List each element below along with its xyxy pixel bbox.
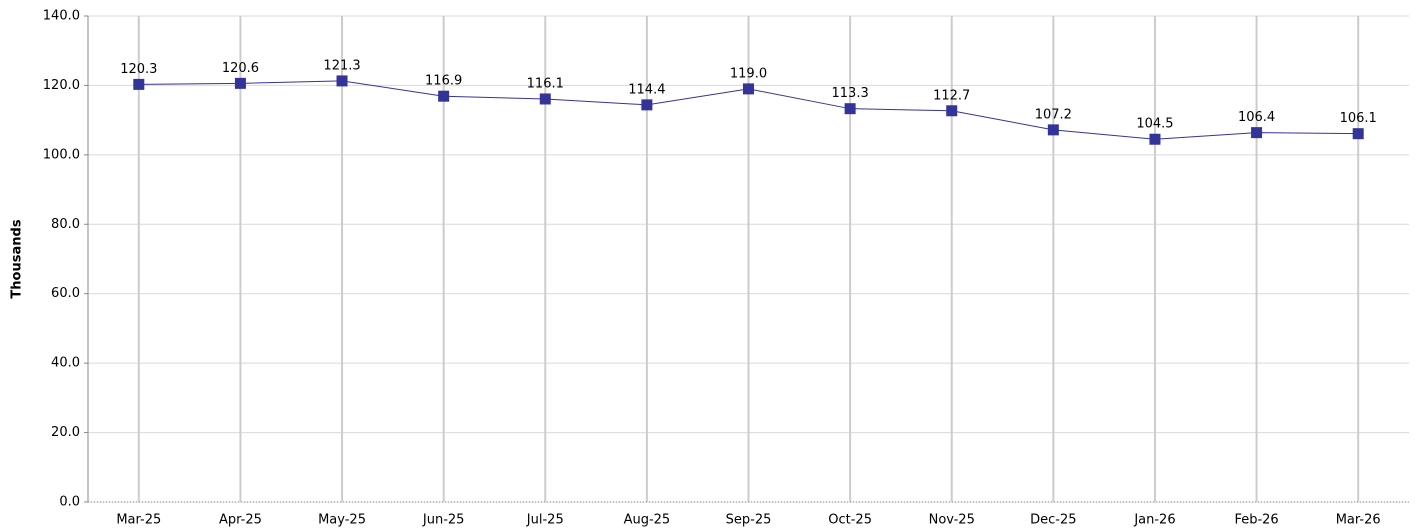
- y-tick-label: 140.0: [43, 9, 80, 24]
- data-label: 120.6: [222, 61, 259, 76]
- y-axis-label: Thousands: [10, 219, 25, 298]
- x-tick-label: May-25: [318, 513, 366, 528]
- x-tick-label: Sep-25: [726, 513, 772, 528]
- x-tick-label: Mar-25: [116, 513, 161, 528]
- point-marker: [133, 78, 145, 90]
- point-marker: [946, 105, 958, 117]
- point-marker: [336, 75, 348, 87]
- x-tick-label: Jun-25: [422, 513, 465, 528]
- point-marker: [844, 103, 856, 115]
- y-tick-label: 60.0: [51, 286, 80, 301]
- point-marker: [1352, 128, 1364, 140]
- data-label: 116.1: [527, 76, 564, 91]
- data-label: 104.5: [1136, 117, 1173, 132]
- y-tick-label: 0.0: [59, 495, 80, 510]
- point-marker: [1047, 124, 1059, 136]
- point-marker: [641, 99, 653, 111]
- data-label: 106.1: [1340, 111, 1377, 126]
- data-label: 106.4: [1238, 110, 1275, 125]
- x-tick-label: Jul-25: [526, 513, 564, 528]
- data-label: 121.3: [323, 58, 360, 73]
- data-label: 116.9: [425, 74, 462, 89]
- data-label: 120.3: [120, 62, 157, 77]
- x-tick-label: Aug-25: [624, 513, 671, 528]
- point-marker: [1251, 127, 1263, 139]
- point-marker: [438, 90, 450, 102]
- point-marker: [1149, 133, 1161, 145]
- y-tick-label: 40.0: [51, 356, 80, 371]
- x-tick-label: Feb-26: [1234, 513, 1278, 528]
- data-label: 119.0: [730, 66, 767, 81]
- x-tick-label: Jan-26: [1133, 513, 1175, 528]
- point-marker: [743, 83, 754, 95]
- x-tick-label: Mar-26: [1336, 513, 1381, 528]
- point-marker: [539, 93, 551, 105]
- x-tick-label: Apr-25: [219, 513, 262, 528]
- y-tick-label: 20.0: [51, 425, 80, 440]
- y-tick-label: 80.0: [51, 217, 80, 232]
- data-label: 107.2: [1035, 107, 1072, 122]
- x-tick-label: Oct-25: [828, 513, 872, 528]
- point-marker: [234, 77, 246, 89]
- data-label: 114.4: [628, 82, 665, 97]
- data-label: 113.3: [832, 86, 869, 101]
- x-tick-label: Nov-25: [929, 513, 975, 528]
- y-tick-label: 100.0: [43, 147, 80, 162]
- y-tick-label: 120.0: [43, 78, 80, 93]
- data-label: 112.7: [933, 88, 970, 103]
- x-tick-label: Dec-25: [1030, 513, 1076, 528]
